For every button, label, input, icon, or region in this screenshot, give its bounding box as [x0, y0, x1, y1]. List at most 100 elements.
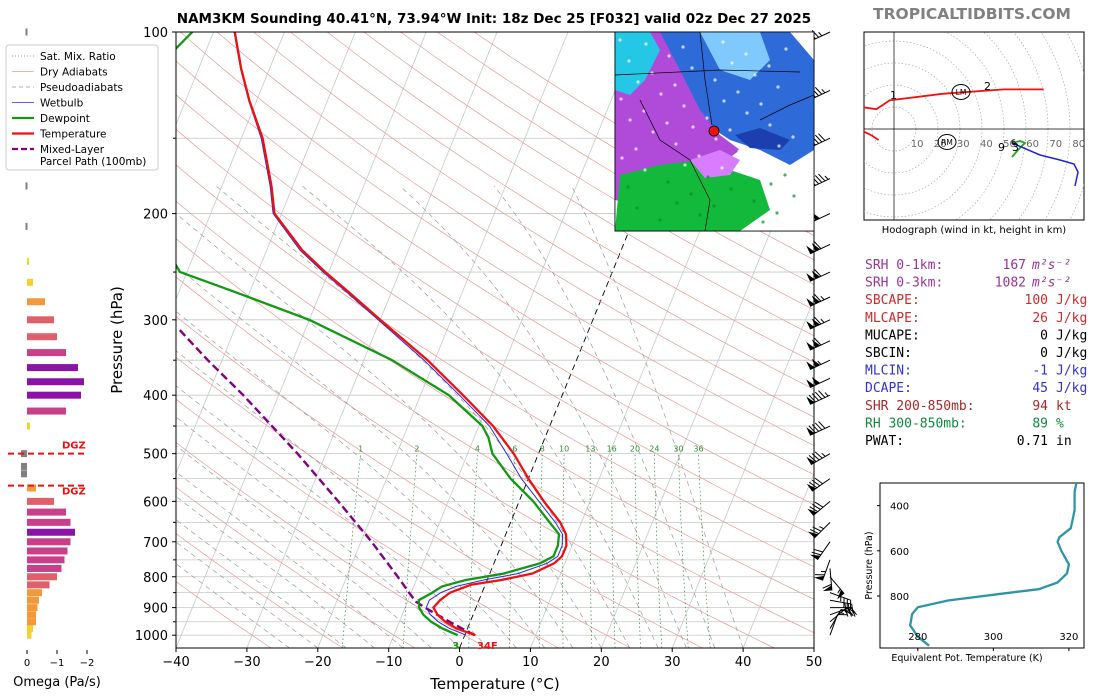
barb-half [818, 32, 823, 37]
map-borders [615, 32, 814, 231]
index-unit: kt [1056, 399, 1072, 414]
radar-speckle [681, 45, 685, 49]
wind-barb [806, 269, 831, 282]
wind-barb [829, 576, 845, 600]
wind-barb [806, 241, 831, 255]
index-unit: J/kg [1056, 381, 1087, 396]
mixing-ratio-label: 1 [358, 445, 363, 454]
x-tick-label: −10 [375, 655, 402, 670]
radar-speckle [706, 175, 710, 179]
index-label: SRH 0-3km: [865, 276, 943, 291]
radar-speckle [636, 80, 640, 84]
barb-flag [806, 456, 816, 465]
x-tick-label: −30 [233, 655, 260, 670]
mixing-ratio-label: 16 [607, 445, 617, 454]
hodograph-caption: Hodograph (wind in kt, height in km) [882, 225, 1067, 236]
radar-mix-light [690, 150, 740, 178]
radar-speckle [737, 149, 741, 153]
barb-staff [811, 478, 831, 492]
hodograph-ring-label: 10 [911, 139, 924, 150]
omega-bar [21, 462, 27, 470]
eqpt-x-tick-label: 300 [984, 632, 1003, 643]
hodograph-ring-label: 50 [1003, 139, 1016, 150]
radar-speckle [722, 99, 726, 103]
barb-flag [811, 295, 821, 304]
dry-adiabat [176, 398, 559, 648]
omega-bar [27, 364, 78, 372]
parcel-path-line [177, 327, 476, 637]
index-value: 26 [1032, 311, 1048, 326]
barb-full [818, 173, 826, 182]
wind-barb [822, 568, 833, 592]
mixing-ratio-label: 2 [414, 445, 419, 454]
dewpoint-line [176, 32, 561, 637]
barb-half [837, 588, 841, 594]
omega-bar [27, 333, 57, 341]
dgz-label: DGZ [62, 441, 86, 452]
omega-bar [27, 484, 36, 492]
pseudoadiabat [176, 265, 574, 648]
radar-speckle [675, 201, 679, 205]
hodograph-ring-label: 60 [1026, 139, 1039, 150]
radar-speckle [659, 92, 663, 96]
dry-adiabat [176, 276, 775, 648]
wind-barb [830, 607, 856, 617]
hodograph-height-label: 6 [1011, 138, 1016, 147]
barb-full [808, 425, 816, 434]
radar-snow-light [615, 32, 660, 95]
wind-barb [806, 376, 831, 389]
wind-barb [806, 477, 831, 492]
isotherm [176, 32, 427, 648]
radar-speckle [634, 147, 638, 151]
legend-box [5, 44, 159, 171]
radar-speckle [759, 102, 763, 106]
radar-speckle [665, 121, 669, 125]
hodograph-ring-label: 40 [980, 139, 993, 150]
barb-full [814, 134, 823, 143]
index-label: MLCAPE: [865, 311, 920, 326]
omega-tick-label: −1 [50, 658, 65, 669]
hodograph-height-label: 9 [998, 141, 1005, 154]
omega-bar [27, 618, 36, 626]
omega-bar [25, 182, 28, 190]
skew-t-frame [175, 31, 815, 649]
dry-adiabat [216, 32, 814, 418]
y-tick-label: 700 [143, 536, 168, 551]
barb-flag [806, 273, 815, 282]
index-label: SRH 0-1km: [865, 258, 943, 273]
pseudoadiabat [176, 310, 545, 648]
omega-bar [27, 298, 45, 306]
barb-flag [807, 508, 817, 516]
barb-flag [811, 339, 821, 348]
radar-speckle [730, 61, 734, 65]
barb-flag [822, 585, 832, 592]
wind-barb [814, 559, 831, 581]
omega-bar [27, 596, 39, 604]
location-marker [708, 125, 720, 137]
eqpt-panel: 280 300 320 400 600 800 Pressure (hPa) [864, 482, 1085, 651]
dry-adiabat [176, 486, 416, 648]
hodograph-ring-label: 70 [1049, 139, 1062, 150]
index-label: SBCAPE: [865, 293, 920, 308]
eqpt-x-tick-label: 320 [1059, 632, 1078, 643]
omega-bar [27, 378, 84, 386]
x-tick-label: 30 [664, 655, 681, 670]
isotherm [176, 32, 285, 301]
pseudoadiabat [176, 563, 290, 648]
barb-full [812, 504, 821, 510]
x-tick-label: 20 [593, 655, 610, 670]
legend-label: Wetbulb [40, 98, 84, 110]
pseudoadiabat [176, 416, 460, 648]
radar-speckle [683, 163, 687, 167]
y-tick-label: 300 [143, 314, 168, 329]
omega-bar [27, 538, 71, 546]
radar-speckle [666, 180, 670, 184]
barb-full [814, 451, 823, 459]
skew-t-axes: −40 −30 −20 −10 0 10 20 30 40 50 100 200 300 400 500 60… [108, 26, 822, 693]
barb-half [821, 452, 826, 457]
barb-half [819, 526, 824, 530]
rm-label: RM [941, 138, 953, 147]
radar-speckle [698, 213, 702, 217]
omega-bar [27, 581, 50, 589]
index-unit: m²s⁻² [1031, 258, 1071, 273]
